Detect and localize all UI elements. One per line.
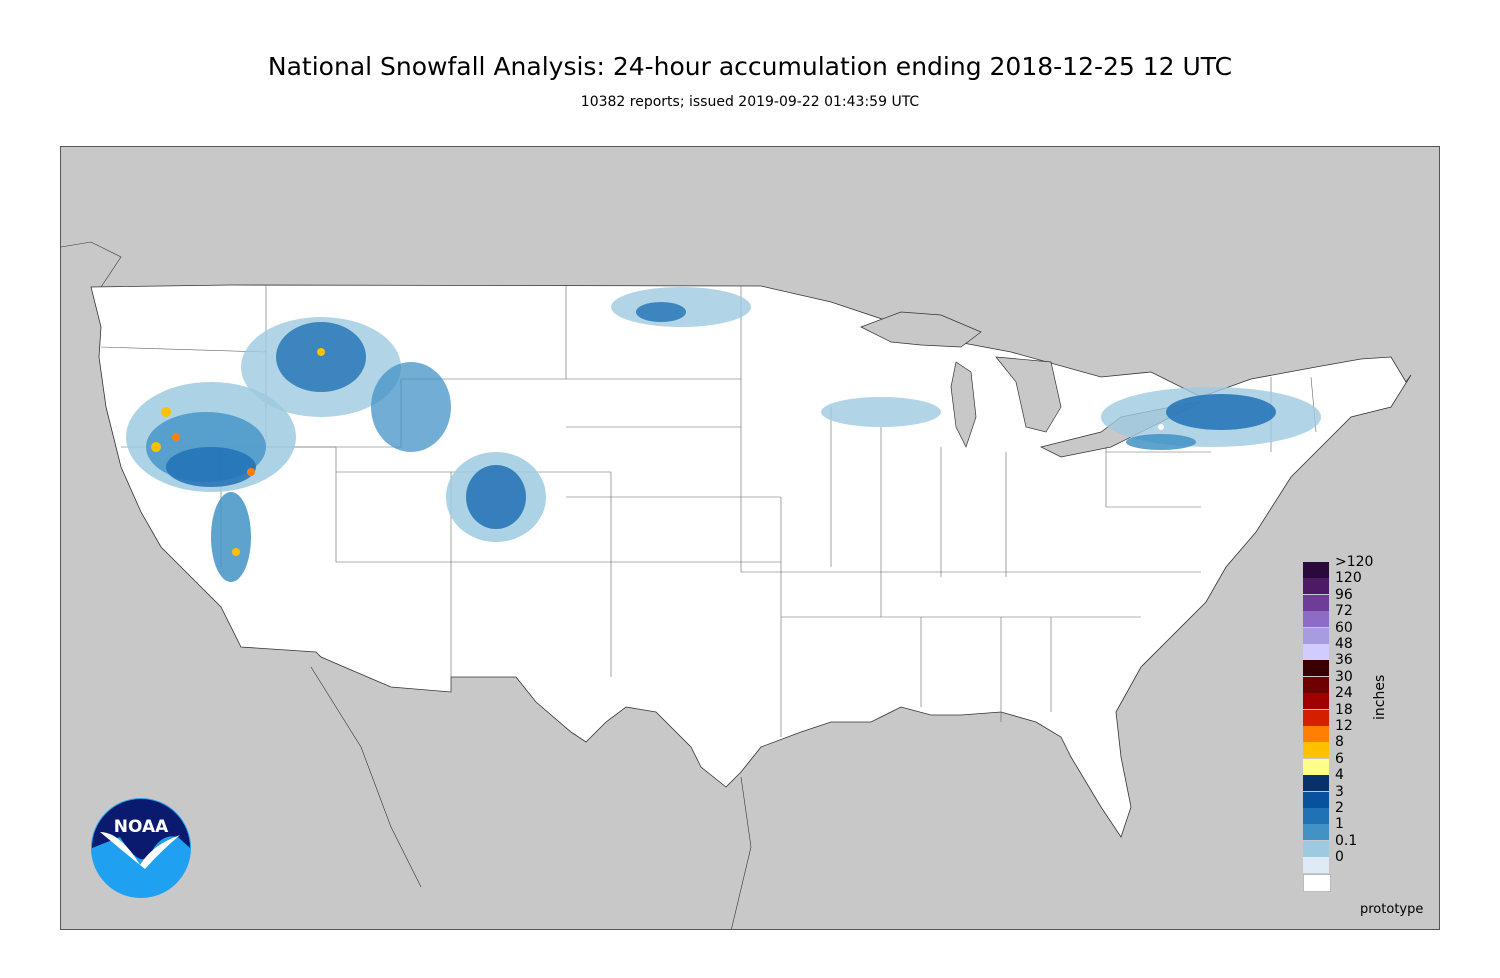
legend-label: 1 (1335, 816, 1344, 833)
legend-label: 8 (1335, 734, 1344, 751)
legend-label: 18 (1335, 701, 1353, 718)
legend-swatch (1303, 873, 1331, 892)
legend-swatch (1303, 824, 1329, 841)
legend-swatch (1303, 693, 1329, 710)
legend-label: 12 (1335, 718, 1353, 734)
snowfall-shading (126, 287, 1321, 582)
legend-swatch (1303, 726, 1329, 742)
legend-swatch (1303, 791, 1329, 808)
legend-swatch (1303, 775, 1329, 792)
legend-swatch (1303, 758, 1329, 775)
legend-swatch (1303, 660, 1329, 677)
lake-huron (995, 356, 1062, 433)
legend-swatch (1303, 709, 1329, 726)
legend-label: 6 (1335, 750, 1344, 767)
legend-swatch (1303, 676, 1329, 693)
lake-superior (860, 311, 982, 348)
map-subtitle: 10382 reports; issued 2019-09-22 01:43:5… (580, 94, 920, 110)
noaa-logo-text: NOAA (114, 817, 169, 837)
legend-label: 30 (1335, 668, 1353, 685)
legend-swatch (1303, 857, 1329, 874)
legend-label: 96 (1335, 586, 1353, 603)
legend-swatch (1303, 627, 1329, 644)
legend-label: 2 (1335, 800, 1344, 816)
legend-label: 72 (1335, 603, 1353, 620)
legend-swatch (1303, 808, 1329, 824)
map-canvas (61, 241, 1412, 929)
lake-michigan (950, 361, 977, 448)
legend-label: 36 (1335, 652, 1353, 669)
legend-swatch (1303, 578, 1329, 595)
legend-label: 0 (1335, 849, 1344, 866)
legend-label: 0.1 (1335, 832, 1358, 849)
legend-units: inches (1372, 674, 1388, 720)
noaa-logo-icon: NOAA (90, 797, 192, 899)
legend-label: 120 (1335, 570, 1362, 587)
legend-label: 60 (1335, 619, 1353, 636)
legend-swatch (1303, 562, 1329, 578)
legend-label: 48 (1335, 636, 1353, 652)
legend-swatch (1303, 644, 1329, 660)
legend-swatch (1303, 594, 1329, 611)
prototype-label: prototype (1360, 902, 1424, 917)
legend-label: 3 (1335, 783, 1344, 800)
coastlines (61, 241, 752, 929)
legend-label: 4 (1335, 767, 1344, 784)
legend-swatch (1303, 840, 1329, 857)
legend-swatch (1303, 611, 1329, 628)
legend-label: 24 (1335, 685, 1353, 702)
legend-label: >120 (1335, 554, 1374, 570)
legend-swatch (1303, 742, 1329, 759)
snowfall-map (60, 146, 1440, 930)
map-title: National Snowfall Analysis: 24-hour accu… (267, 52, 1233, 81)
